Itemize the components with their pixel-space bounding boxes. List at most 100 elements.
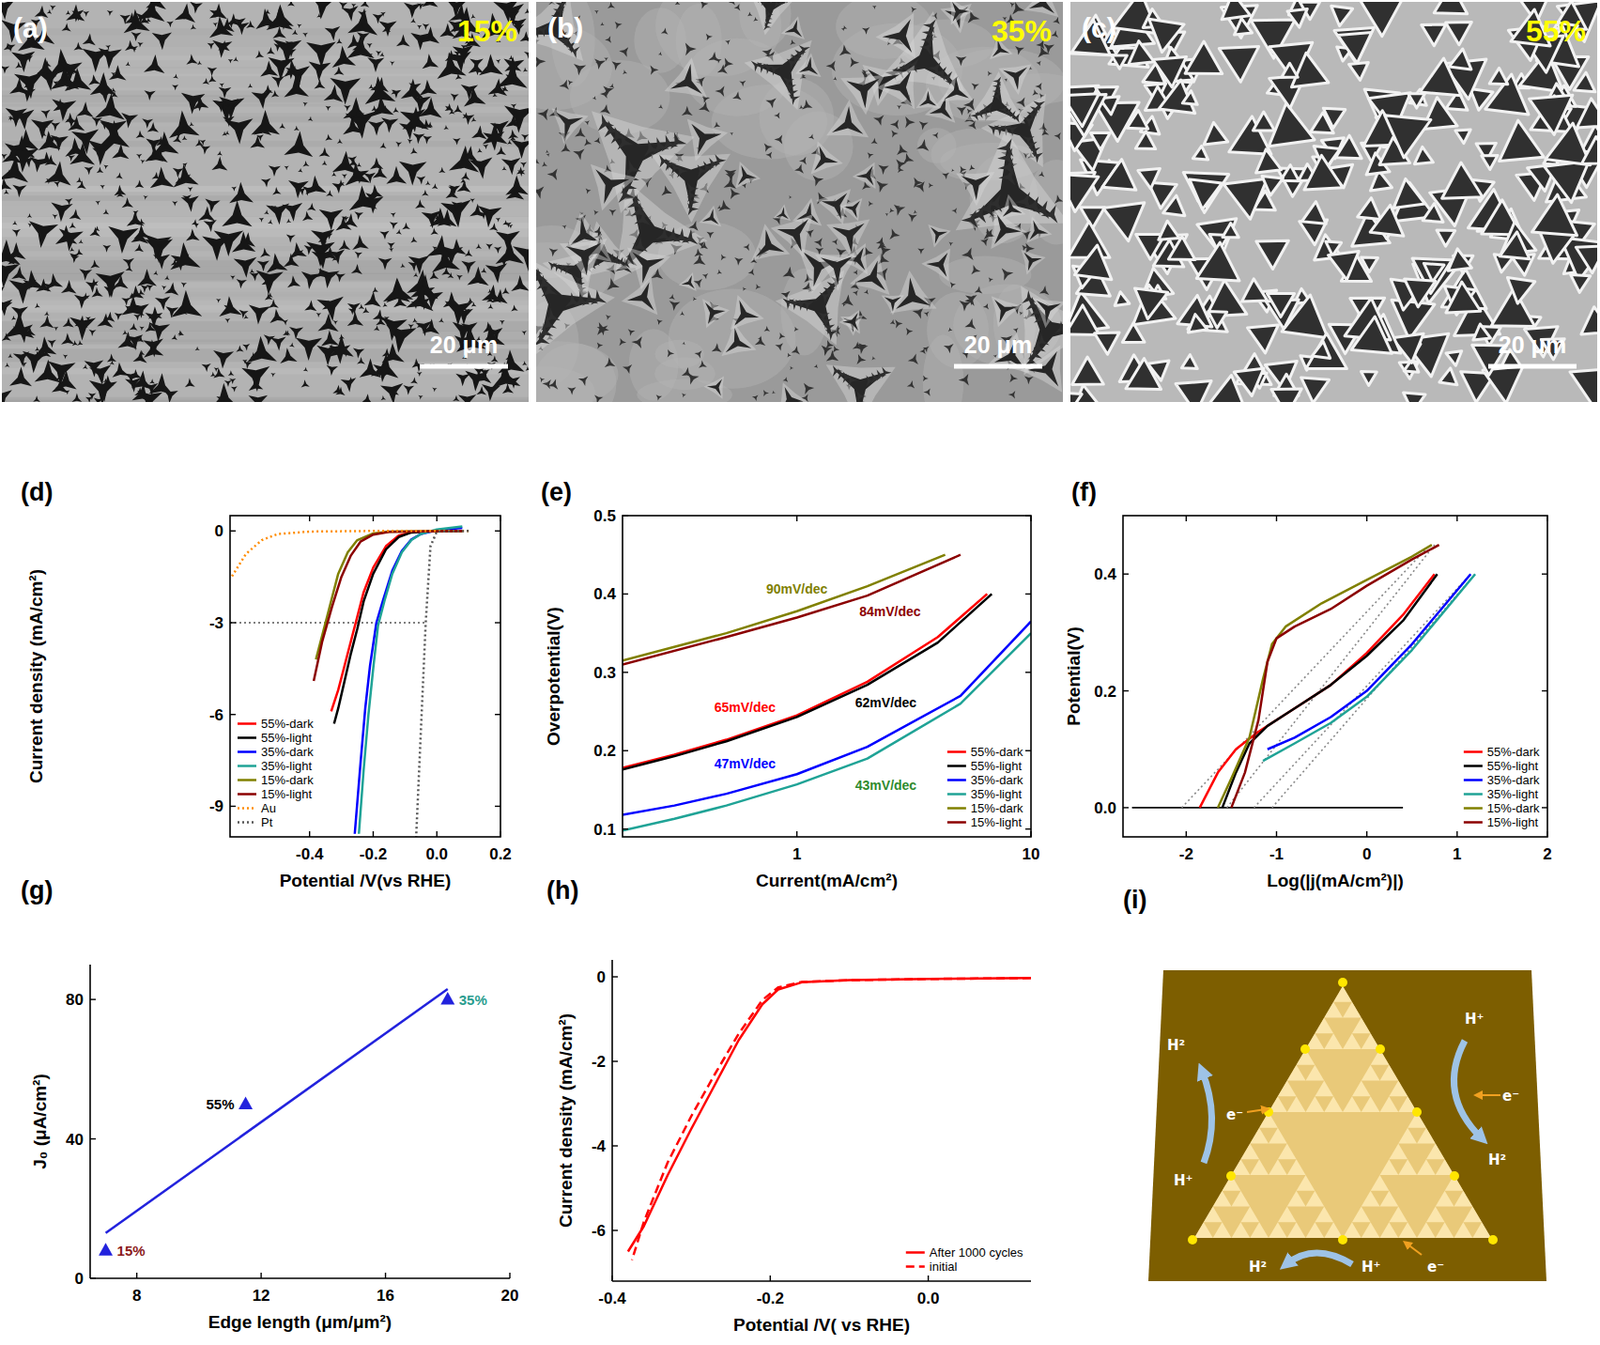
crystal	[207, 67, 218, 77]
crystal	[952, 1, 970, 22]
crystal	[362, 307, 370, 314]
crystal	[285, 65, 310, 88]
crystal	[1189, 179, 1223, 210]
crystal	[125, 264, 134, 272]
crystal	[460, 145, 478, 162]
crystal	[502, 383, 514, 394]
crystal	[412, 318, 417, 324]
crystal	[201, 363, 212, 372]
feather	[620, 258, 631, 268]
halo	[781, 15, 805, 40]
crystal	[1208, 311, 1228, 329]
crystal	[145, 16, 152, 22]
crystal	[1158, 220, 1180, 240]
crystal	[1050, 30, 1059, 38]
crystal	[78, 268, 93, 280]
halo	[664, 57, 708, 98]
crystal	[453, 105, 463, 114]
crystal	[916, 138, 929, 152]
halo	[927, 224, 951, 247]
halo	[876, 65, 916, 110]
crystal	[211, 156, 228, 171]
crystal	[482, 144, 489, 151]
crystal	[84, 166, 94, 175]
crystal	[147, 122, 159, 133]
crystal	[352, 18, 368, 32]
sem-content	[1070, 1, 1598, 402]
crystal	[332, 384, 343, 395]
crystal	[1448, 48, 1472, 70]
crystal	[713, 122, 721, 129]
crystal	[594, 10, 600, 15]
crystal	[884, 296, 902, 312]
crystal	[595, 61, 602, 68]
crystal	[125, 61, 131, 67]
crystal	[372, 165, 388, 179]
halo	[552, 108, 589, 145]
crystal	[213, 22, 218, 28]
crystal	[421, 119, 433, 129]
crystal	[132, 210, 139, 216]
crystal	[507, 129, 519, 139]
crystal	[455, 163, 462, 170]
crystal	[52, 80, 59, 86]
crystal	[336, 38, 343, 45]
crystal	[382, 348, 392, 357]
crystal	[568, 79, 574, 86]
crystal	[271, 76, 285, 89]
crystal	[66, 119, 77, 128]
halo	[590, 164, 637, 212]
crystal	[69, 208, 82, 220]
crystal	[381, 117, 399, 133]
crystal	[68, 68, 75, 75]
crystal	[791, 345, 800, 354]
crystal	[803, 383, 815, 395]
crystal	[393, 390, 400, 396]
crystal	[1034, 82, 1042, 91]
halo	[730, 294, 765, 330]
crystal	[74, 42, 84, 51]
crystal	[1234, 18, 1253, 35]
crystal	[231, 230, 256, 252]
crystal	[213, 99, 229, 113]
crystal	[773, 111, 780, 119]
crystal	[136, 153, 142, 160]
crystal	[438, 167, 446, 173]
crystal	[316, 312, 323, 318]
crystal	[504, 105, 529, 133]
crystal	[82, 11, 90, 17]
crystal	[1473, 323, 1492, 340]
crystal	[882, 18, 913, 53]
crystal	[842, 303, 847, 308]
crystal	[951, 207, 957, 214]
sem-content	[536, 1, 1063, 402]
crystal	[499, 320, 506, 325]
crystal	[34, 336, 57, 356]
crystal	[681, 393, 687, 399]
feather	[573, 291, 590, 307]
crystal	[103, 378, 108, 384]
crystal	[279, 347, 297, 364]
crystal	[92, 147, 103, 157]
crystal	[702, 273, 708, 279]
crystal	[61, 79, 68, 85]
crystal	[1036, 61, 1042, 66]
sample-tag: 35%	[991, 14, 1052, 48]
crystal	[1070, 173, 1099, 212]
feather	[1033, 101, 1047, 112]
crystal	[169, 242, 200, 270]
crystal	[470, 199, 476, 204]
crystal	[218, 295, 242, 317]
crystal	[863, 289, 869, 295]
feather	[998, 157, 1016, 177]
crystal	[594, 137, 601, 144]
crystal	[342, 97, 369, 120]
crystal	[316, 296, 344, 322]
crystal	[145, 1, 167, 10]
crystal	[32, 395, 41, 402]
crystal	[1306, 333, 1348, 370]
crystal	[244, 360, 253, 369]
crystal	[1183, 172, 1229, 214]
crystal	[292, 29, 298, 35]
crystal	[198, 206, 216, 222]
